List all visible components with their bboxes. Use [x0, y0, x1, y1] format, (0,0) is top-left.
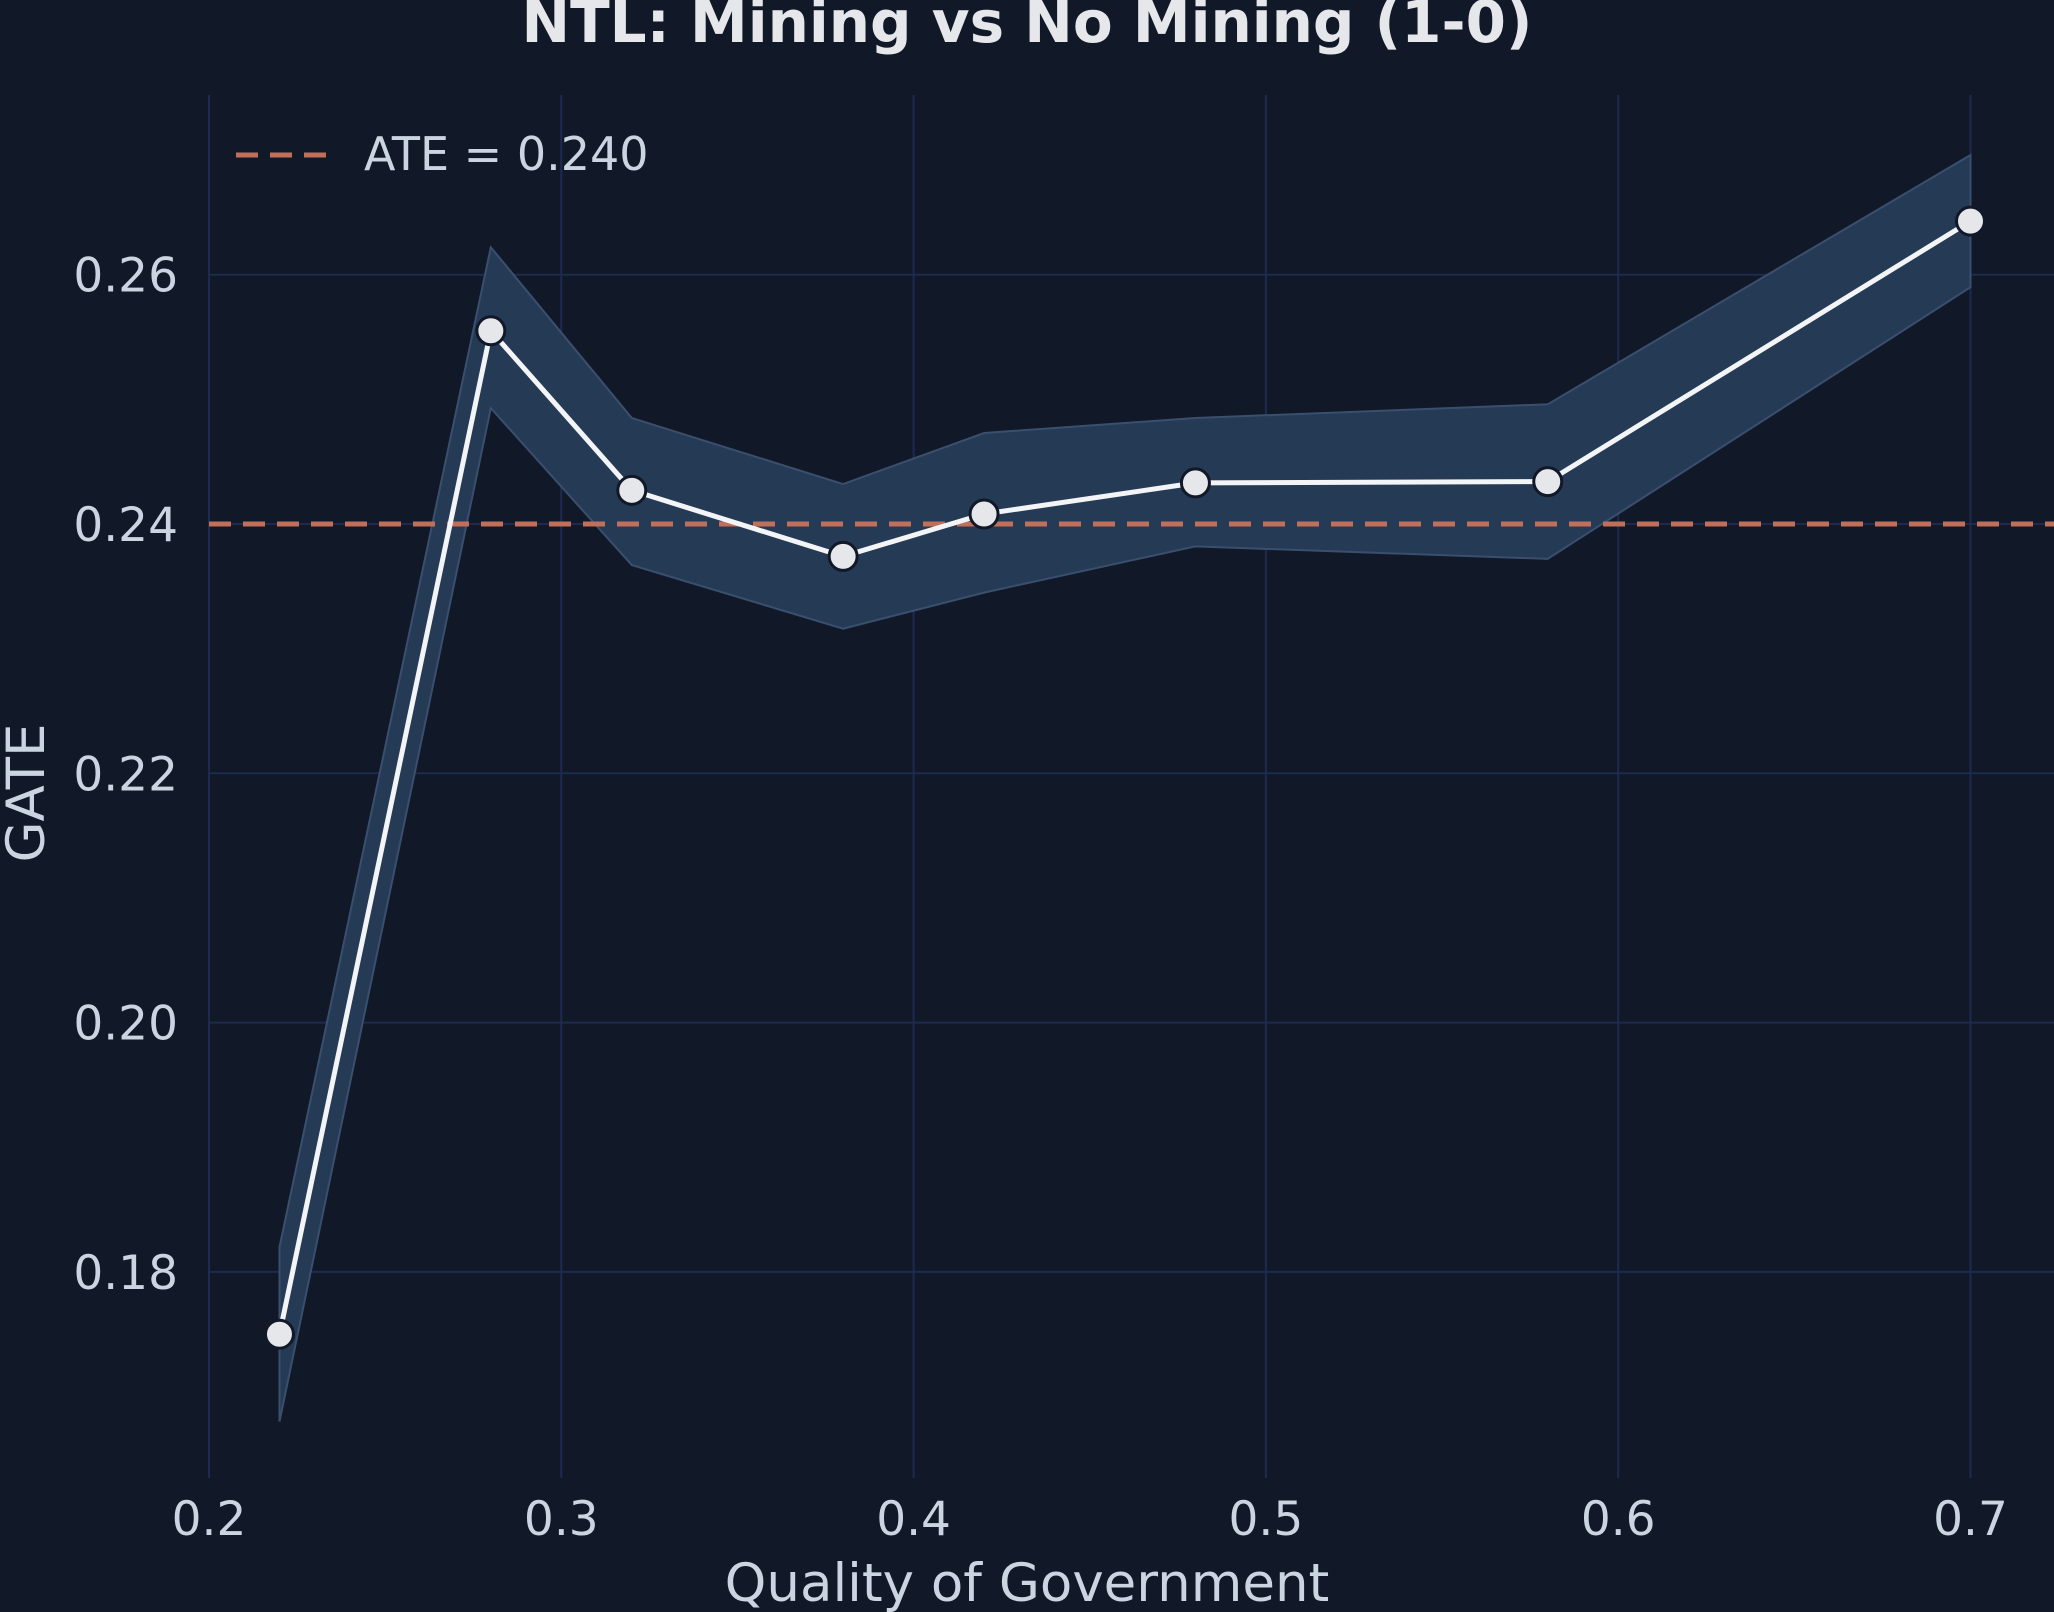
- chart-title: NTL: Mining vs No Mining (1-0): [522, 0, 1533, 56]
- data-point: [1955, 205, 1986, 237]
- y-axis-label: GATE: [0, 723, 57, 862]
- y-tick-label: 0.24: [73, 498, 178, 553]
- data-point: [263, 1318, 295, 1350]
- points-layer: [263, 205, 1986, 1350]
- x-tick-label: 0.4: [876, 1492, 951, 1547]
- legend-ate-label: ATE = 0.240: [364, 127, 649, 181]
- data-point: [475, 315, 507, 347]
- y-tick-label: 0.18: [73, 1246, 178, 1301]
- x-tick-label: 0.7: [1933, 1492, 2008, 1547]
- data-point: [1532, 466, 1564, 498]
- data-point: [616, 474, 648, 506]
- x-tick-label: 0.5: [1229, 1492, 1304, 1547]
- y-tick-label: 0.20: [73, 997, 178, 1052]
- y-tick-label: 0.26: [73, 249, 178, 304]
- x-tick-label: 0.3: [524, 1492, 599, 1547]
- gate-series-line: [277, 218, 1972, 1335]
- y-tick-labels: 0.18 0.20 0.22 0.24 0.26: [73, 249, 178, 1301]
- x-tick-label: 0.2: [172, 1492, 247, 1547]
- x-tick-label: 0.6: [1581, 1492, 1656, 1547]
- data-point: [968, 498, 1000, 530]
- series-layer: [277, 218, 1972, 1335]
- y-tick-label: 0.22: [73, 747, 178, 802]
- legend: ATE = 0.240: [236, 127, 649, 181]
- data-point: [827, 540, 859, 572]
- x-axis-label: Quality of Government: [725, 1553, 1330, 1612]
- x-tick-labels: 0.2 0.3 0.4 0.5 0.6 0.7: [172, 1492, 2008, 1547]
- data-point: [1179, 467, 1211, 499]
